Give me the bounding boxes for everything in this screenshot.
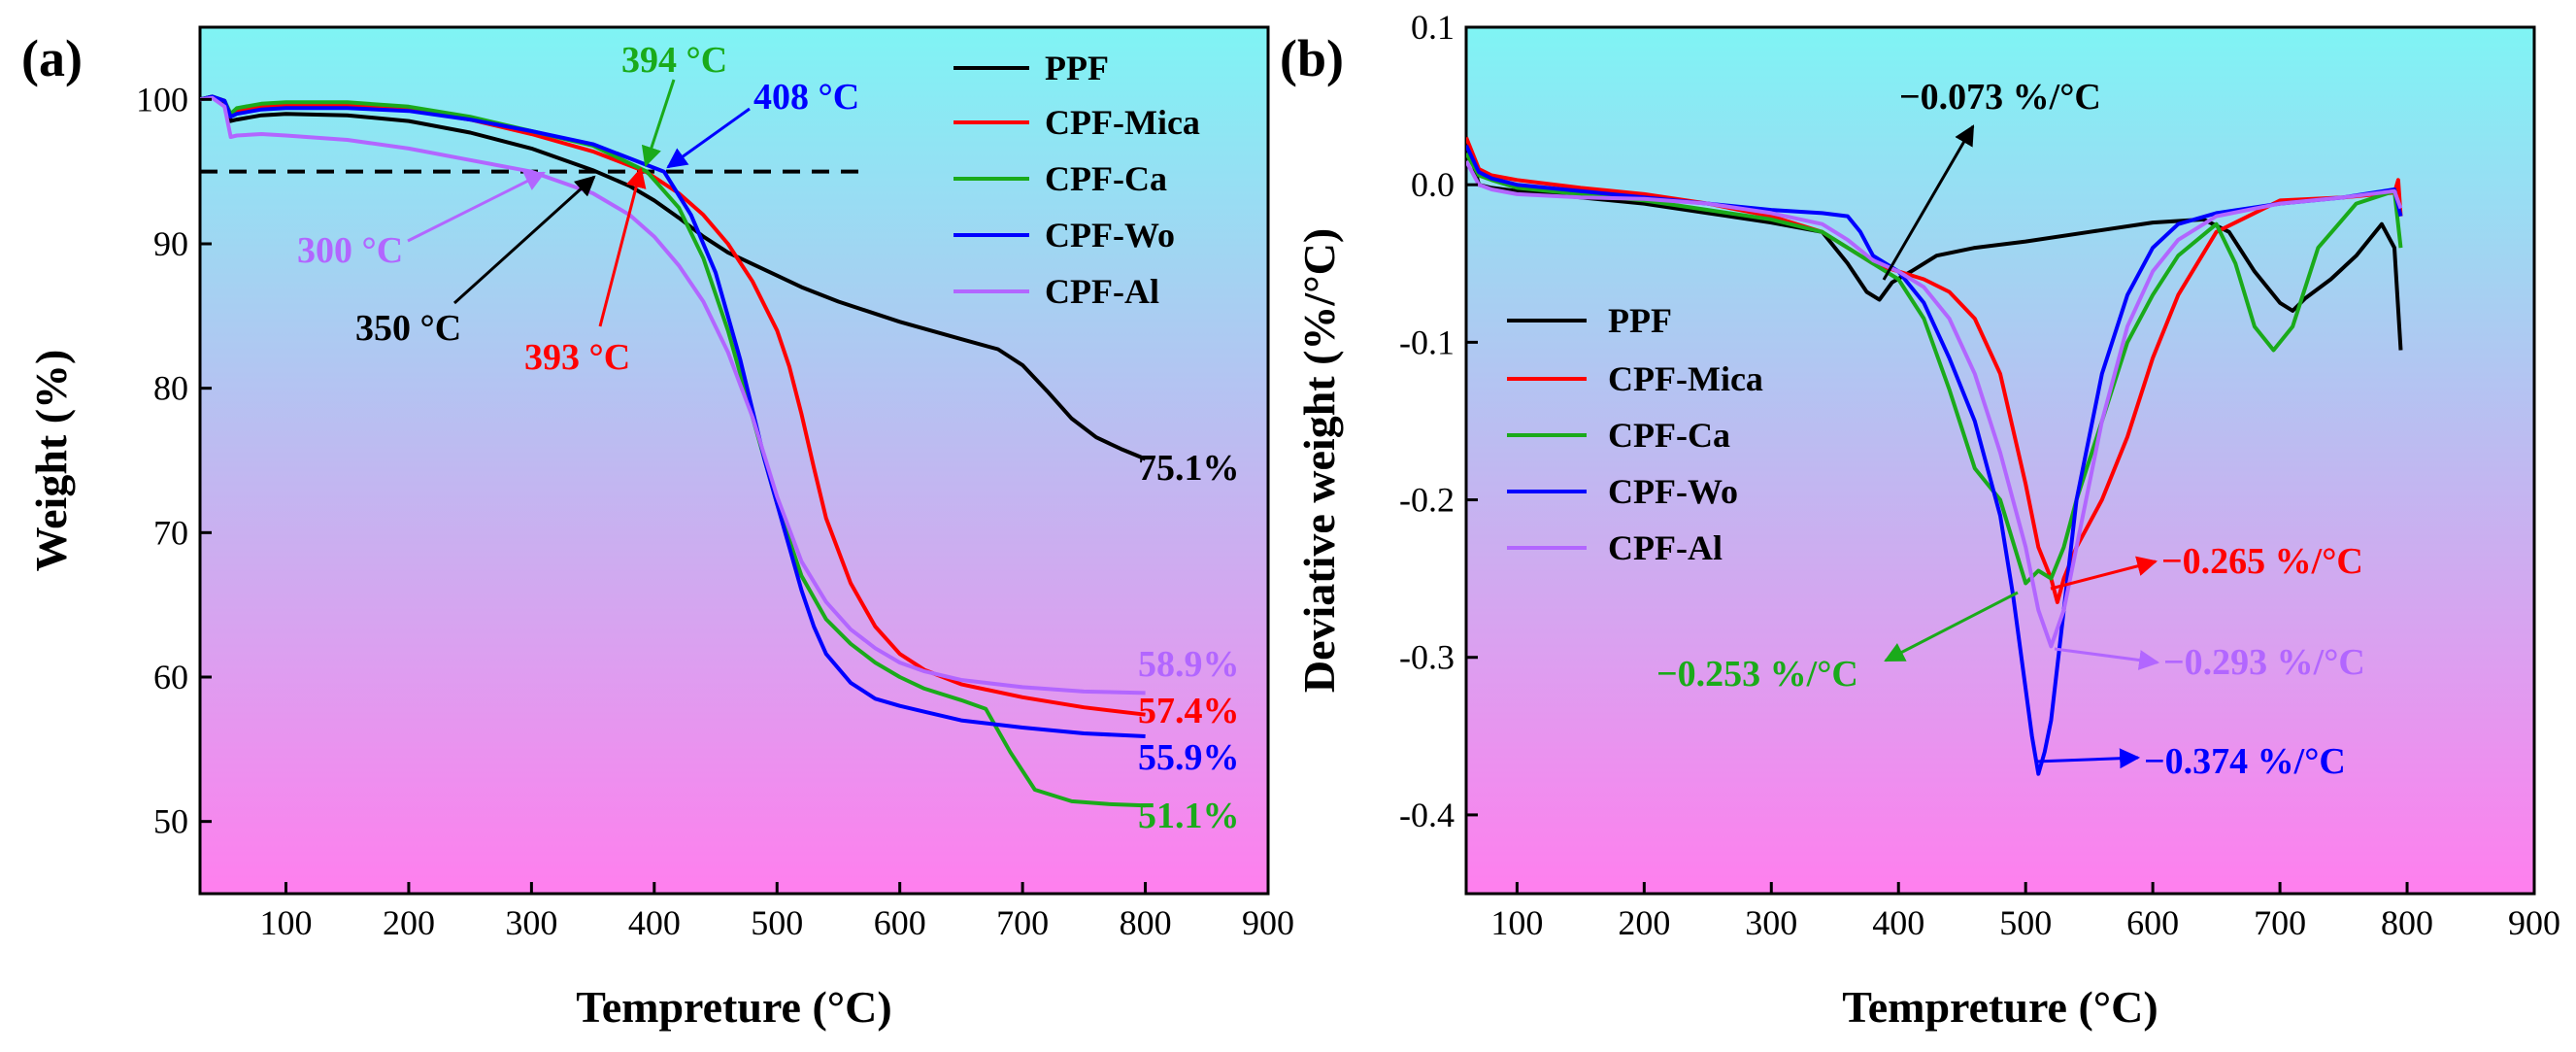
- legend-b-label-cpf-al: CPF-Al: [1608, 528, 1723, 567]
- end-label-ppf: 75.1%: [1138, 448, 1240, 489]
- panel-a-label: (a): [21, 29, 83, 87]
- panel-b-y-tick-label: 0.0: [1411, 165, 1455, 204]
- panel-b-x-tick-label: 100: [1490, 903, 1543, 942]
- end-label-cpf-ca: 51.1%: [1138, 796, 1240, 836]
- panel-a: 100 200 300 400 500 600 700 800 900 50 60 70 80 90 100…: [21, 25, 1294, 1032]
- arrow-408: [666, 107, 751, 169]
- arrow-peak-cpf-mica: [2050, 556, 2158, 591]
- end-label-cpf-al: 58.9%: [1138, 644, 1240, 685]
- annotation-350: 350 °C: [355, 308, 461, 349]
- arrow-peak-cpf-al: [2054, 647, 2160, 670]
- panel-a-x-tick-label: 100: [260, 903, 313, 942]
- legend-b-label-cpf-wo: CPF-Wo: [1608, 472, 1738, 511]
- panel-b-x-tick-label: 900: [2508, 903, 2560, 942]
- arrow-300: [407, 171, 546, 243]
- annotation-394: 394 °C: [621, 40, 727, 81]
- panel-a-plot-area: [198, 25, 1270, 896]
- panel-b-series-ppf: [1466, 136, 2403, 351]
- panel-b-x-tick-label: 400: [1872, 903, 1924, 942]
- legend-b-label-cpf-ca: CPF-Ca: [1608, 416, 1730, 455]
- annotation-408: 408 °C: [753, 77, 859, 118]
- arrow-peak-ppf: [1882, 124, 1975, 281]
- arrow-393: [598, 166, 647, 327]
- end-label-cpf-mica: 57.4%: [1138, 691, 1240, 731]
- arrow-350: [452, 175, 596, 305]
- panel-b-series-cpf-al: [1466, 159, 2403, 649]
- panel-a-y-tick-label: 100: [136, 80, 188, 119]
- annotation-393: 393 °C: [524, 337, 630, 378]
- legend-label-cpf-wo: CPF-Wo: [1045, 216, 1175, 255]
- legend-label-ppf: PPF: [1045, 49, 1109, 87]
- panel-a-series-cpf-ca: [200, 94, 1146, 808]
- arrow-peak-cpf-wo: [2034, 748, 2141, 769]
- panel-b-x-axis-label: Tempreture (°C): [1842, 982, 2158, 1032]
- panel-b-y-tick-label: -0.2: [1399, 481, 1455, 520]
- peak-label-cpf-al: −0.293 %/°C: [2163, 642, 2365, 683]
- panel-b: 100 200 300 400 500 600 700 800 900 0.1 0.0 -0.1 -0.…: [1280, 8, 2560, 1032]
- peak-label-cpf-wo: −0.374 %/°C: [2144, 741, 2346, 782]
- panel-a-series-cpf-al: [200, 95, 1146, 696]
- arrow-peak-cpf-ca: [1884, 591, 2019, 662]
- arrow-394: [641, 79, 676, 167]
- panel-a-x-tick-label: 300: [505, 903, 557, 942]
- panel-b-legend: PPF CPF-Mica CPF-Ca CPF-Wo CPF-Al: [1507, 301, 1763, 567]
- panel-b-x-tick-label: 200: [1618, 903, 1670, 942]
- legend-b-label-cpf-mica: CPF-Mica: [1608, 359, 1763, 398]
- panel-a-series-cpf-mica: [200, 94, 1146, 717]
- panel-b-x-tick-label: 600: [2126, 903, 2179, 942]
- end-label-cpf-wo: 55.9%: [1138, 737, 1240, 778]
- panel-a-legend: PPF CPF-Mica CPF-Ca CPF-Wo CPF-Al: [953, 49, 1200, 311]
- panel-a-x-tick-label: 200: [383, 903, 435, 942]
- panel-a-x-tick-label: 900: [1242, 903, 1294, 942]
- panel-a-x-tick-label: 800: [1120, 903, 1172, 942]
- panel-b-x-tick-label: 500: [1999, 903, 2052, 942]
- panel-a-x-tick-label: 500: [751, 903, 803, 942]
- peak-label-cpf-mica: −0.265 %/°C: [2161, 541, 2363, 582]
- panel-b-x-tick-label: 300: [1745, 903, 1797, 942]
- panel-a-series-ppf: [200, 94, 1147, 461]
- panel-a-y-axis-label: Weight (%): [26, 350, 76, 572]
- panel-b-y-axis-label: Deviative weight (%/°C): [1294, 228, 1344, 693]
- panel-b-x-tick-label: 800: [2381, 903, 2433, 942]
- panel-a-y-tick-label: 90: [153, 224, 188, 263]
- panel-b-y-tick-label: -0.4: [1399, 796, 1455, 834]
- panel-b-y-tick-label: -0.3: [1399, 638, 1455, 677]
- legend-b-label-ppf: PPF: [1608, 301, 1672, 340]
- panel-a-annotations: 394 °C 408 °C 300 °C 350 °C 393 °C: [297, 40, 859, 378]
- panel-b-label: (b): [1280, 29, 1344, 87]
- panel-a-x-tick-label: 600: [874, 903, 926, 942]
- panel-a-x-axis-label: Tempreture (°C): [576, 982, 891, 1032]
- legend-label-cpf-al: CPF-Al: [1045, 272, 1159, 311]
- panel-b-y-tick-label: -0.1: [1399, 322, 1455, 361]
- panel-a-y-tick-label: 70: [153, 513, 188, 552]
- legend-label-cpf-mica: CPF-Mica: [1045, 103, 1200, 142]
- panel-a-y-tick-label: 80: [153, 369, 188, 408]
- panel-b-x-tick-label: 700: [2254, 903, 2306, 942]
- peak-label-ppf: −0.073 %/°C: [1899, 77, 2101, 118]
- panel-a-x-tick-label: 700: [996, 903, 1049, 942]
- panel-a-x-tick-label: 400: [628, 903, 681, 942]
- panel-b-plot-area: [1464, 25, 2536, 896]
- panel-a-y-tick-label: 50: [153, 802, 188, 841]
- panel-a-y-tick-label: 60: [153, 658, 188, 696]
- panel-b-annotations: −0.073 %/°C −0.265 %/°C −0.253 %/°C −0.2…: [1656, 77, 2365, 782]
- peak-label-cpf-ca: −0.253 %/°C: [1656, 654, 1858, 695]
- legend-label-cpf-ca: CPF-Ca: [1045, 159, 1167, 198]
- annotation-300: 300 °C: [297, 230, 403, 271]
- panel-a-series-cpf-wo: [200, 94, 1146, 738]
- panel-b-y-tick-label: 0.1: [1411, 8, 1455, 47]
- panel-b-series-cpf-mica: [1466, 136, 2403, 604]
